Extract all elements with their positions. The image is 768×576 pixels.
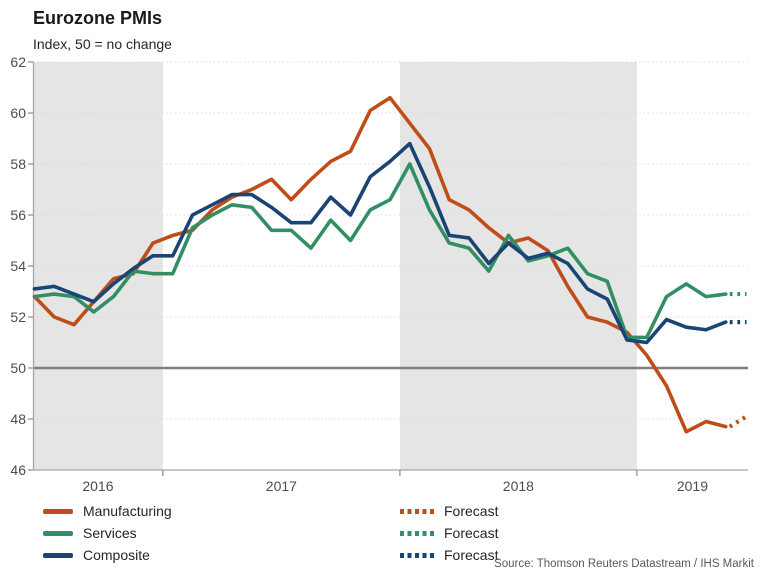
legend-label: Manufacturing [83, 503, 172, 519]
x-tick-label: 2016 [82, 478, 113, 494]
legend-item-forecast-composite: Forecast [400, 547, 498, 563]
y-tick-label: 56 [10, 207, 26, 223]
legend-item-forecast-services: Forecast [400, 525, 498, 541]
manufacturing-forecast-swatch [400, 508, 434, 514]
x-tick-label: 2019 [677, 478, 708, 494]
series-services-line [32, 162, 728, 340]
y-tick-label: 48 [10, 411, 26, 427]
legend-label: Services [83, 525, 137, 541]
y-tick-label: 54 [10, 258, 26, 274]
legend-item-manufacturing: Manufacturing [43, 503, 172, 519]
manufacturing-line-swatch [43, 508, 73, 514]
services-line-swatch [43, 530, 73, 536]
forecast-manufacturing-line [728, 414, 748, 429]
legend-label: Forecast [444, 547, 499, 563]
source-note: Source: Thomson Reuters Datastream / IHS… [494, 558, 754, 570]
y-tick-label: 46 [10, 462, 26, 478]
legend-label: Forecast [444, 503, 499, 519]
series-manufacturing-line [32, 95, 728, 434]
composite-forecast-swatch [400, 552, 434, 558]
services-forecast-swatch [400, 530, 434, 536]
series-composite-line [32, 141, 728, 345]
legend-item-services: Services [43, 525, 137, 541]
y-tick-label: 62 [10, 54, 26, 70]
y-tick-label: 58 [10, 156, 26, 172]
y-tick-label: 52 [10, 309, 26, 325]
legend-item-forecast-manufacturing: Forecast [400, 503, 498, 519]
legend-item-composite: Composite [43, 547, 150, 563]
legend-label: Composite [83, 547, 150, 563]
x-tick-label: 2018 [503, 478, 534, 494]
y-tick-label: 60 [10, 105, 26, 121]
composite-line-swatch [43, 552, 73, 558]
y-tick-label: 50 [10, 360, 26, 376]
legend-label: Forecast [444, 525, 499, 541]
chart-title: Eurozone PMIs [33, 8, 163, 28]
x-tick-label: 2017 [266, 478, 297, 494]
chart-subtitle: Index, 50 = no change [33, 36, 172, 52]
